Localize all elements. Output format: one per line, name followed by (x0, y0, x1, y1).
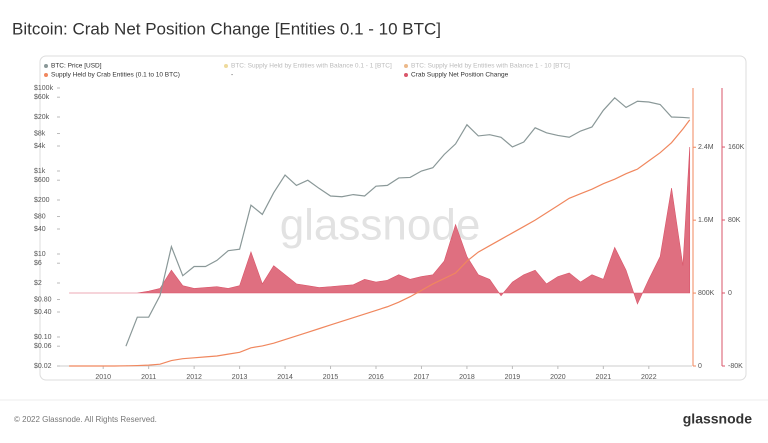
legend-marker (224, 64, 228, 68)
watermark: glassnode (280, 201, 481, 250)
y3-tick-label: 0 (728, 290, 732, 297)
y3-tick-label: 160K (728, 144, 745, 151)
y-tick-label: $0.80 (34, 296, 52, 303)
x-tick-label: 2020 (550, 374, 566, 381)
y2-tick-label: 1.6M (698, 217, 714, 224)
legend-marker (44, 64, 48, 68)
y-tick-label: $60k (34, 94, 50, 101)
y-tick-label: $2 (34, 280, 42, 287)
legend-label: BTC: Price [USD] (51, 63, 102, 70)
y-tick-label: $0.02 (34, 363, 52, 370)
x-tick-label: 2019 (505, 374, 521, 381)
y-tick-label: $0.10 (34, 334, 52, 341)
panel (39, 55, 747, 381)
y-tick-label: $10 (34, 251, 46, 258)
x-tick-label: 2014 (277, 374, 293, 381)
x-tick-label: 2015 (323, 374, 339, 381)
footer: © 2022 Glassnode. All Rights Reserved. (14, 415, 157, 424)
logo: glassnode (683, 411, 752, 427)
x-tick-label: 2018 (459, 374, 475, 381)
y2-tick-label: 0 (698, 363, 702, 370)
y-tick-label: $8k (34, 130, 46, 137)
y-tick-label: $1k (34, 168, 46, 175)
y-tick-label: $20k (34, 114, 50, 121)
x-tick-label: 2010 (95, 374, 111, 381)
x-tick-label: 2011 (141, 374, 156, 381)
legend-label: Crab Supply Net Position Change (411, 72, 509, 79)
y-tick-label: $100k (34, 85, 54, 92)
y-tick-label: $80 (34, 213, 46, 220)
x-tick-label: 2012 (186, 374, 202, 381)
x-tick-label: 2021 (596, 374, 612, 381)
x-tick-label: 2017 (414, 374, 430, 381)
y-tick-label: $40 (34, 226, 46, 233)
legend-marker (404, 73, 408, 77)
y-tick-label: $600 (34, 177, 50, 184)
line (69, 119, 691, 367)
y3-tick-label: 80K (728, 217, 741, 224)
y-tick-label: $200 (34, 197, 50, 204)
y-tick-label: $0.40 (34, 309, 52, 316)
area (69, 147, 691, 305)
x-tick-label: 2016 (368, 374, 384, 381)
legend-marker (404, 64, 408, 68)
y3-tick-label: -80K (728, 363, 743, 370)
line (125, 96, 690, 347)
legend-marker (44, 73, 48, 77)
y-tick-label: $0.06 (34, 343, 52, 350)
y-tick-label: $6 (34, 260, 42, 267)
x-tick-label: 2013 (232, 374, 248, 381)
legend-label: BTC: Supply Held by Entities with Balanc… (411, 63, 570, 70)
y2-tick-label: 800K (698, 290, 715, 297)
legend-label: Supply Held by Crab Entities (0.1 to 10 … (51, 72, 180, 79)
legend-note: - (231, 72, 233, 79)
legend-label: BTC: Supply Held by Entities with Balanc… (231, 63, 392, 70)
y-tick-label: $4k (34, 143, 46, 150)
y2-tick-label: 2.4M (698, 144, 714, 151)
x-tick-label: 2022 (641, 374, 657, 381)
chart-title: Bitcoin: Crab Net Position Change [Entit… (12, 19, 441, 38)
